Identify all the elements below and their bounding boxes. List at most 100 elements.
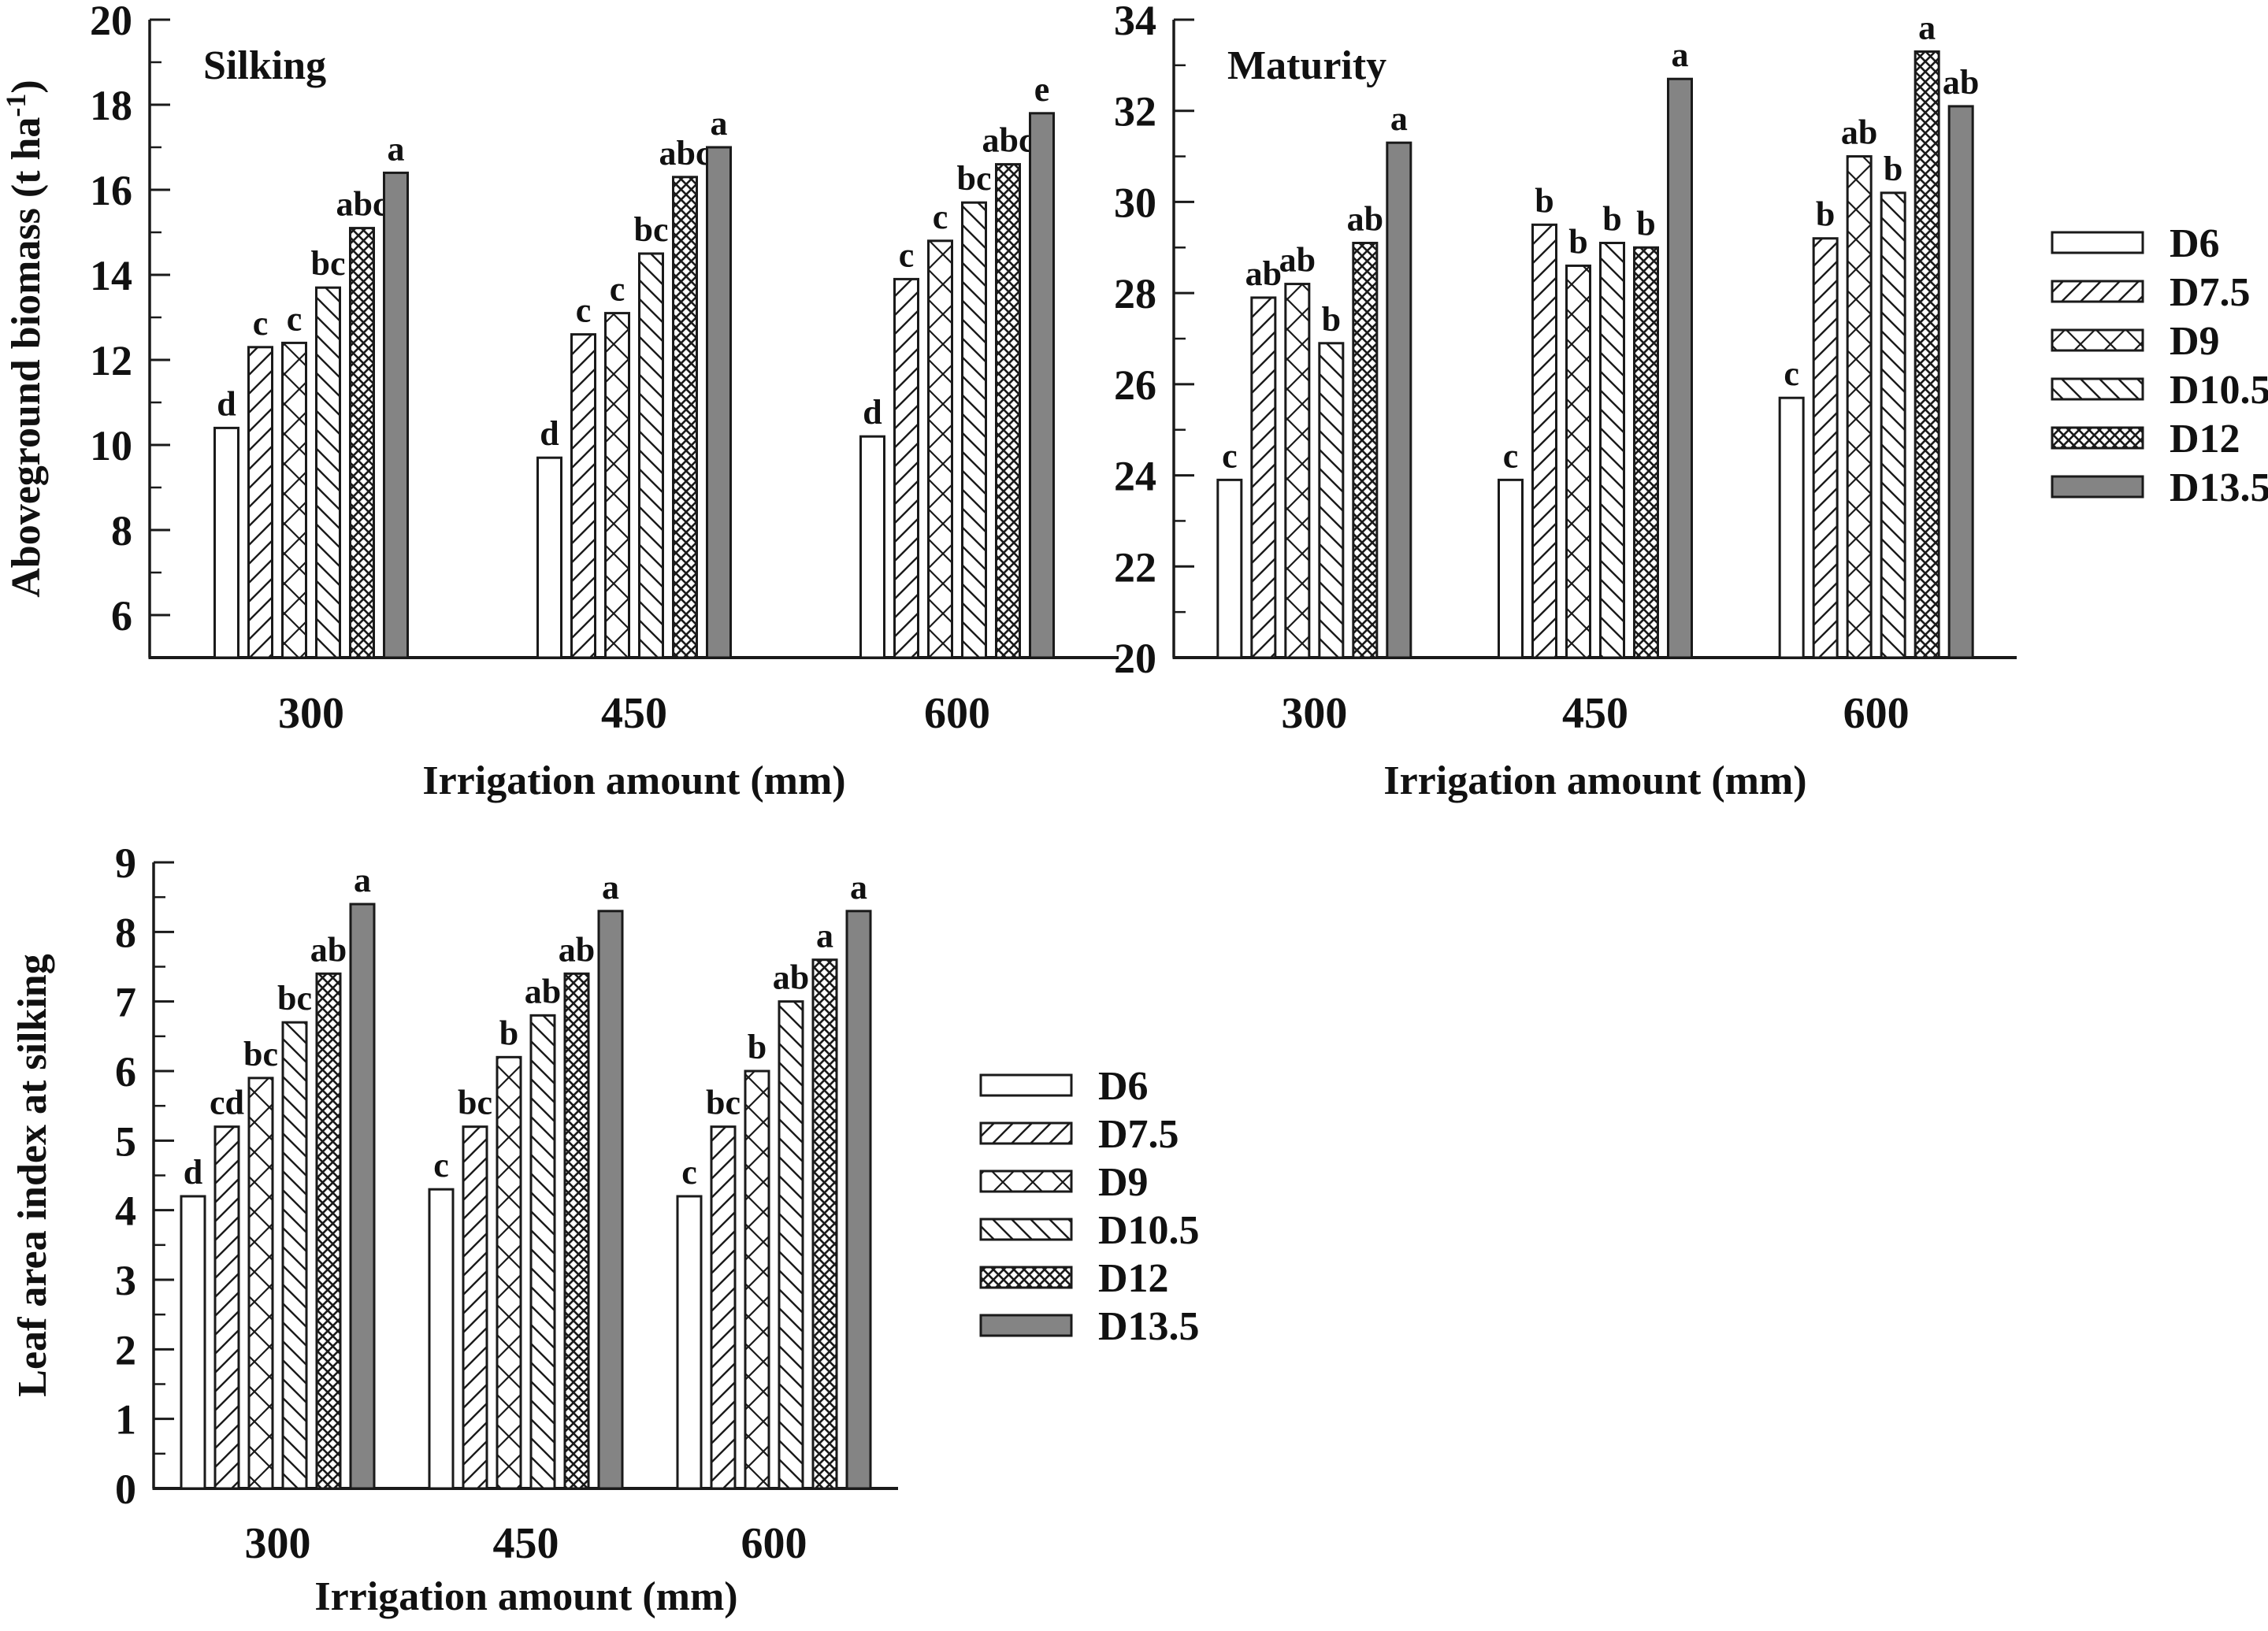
bar-d13.5 <box>383 171 409 659</box>
legend-label: D12 <box>2170 417 2240 461</box>
legend-label: D12 <box>1098 1256 1169 1301</box>
bar-d9 <box>604 312 630 659</box>
bar-d12 <box>563 972 590 1490</box>
significance-letter: c <box>681 1153 697 1192</box>
bar-d13.5 <box>597 910 624 1490</box>
y-tick-label: 6 <box>111 592 132 639</box>
x-tick-label: 450 <box>601 689 667 738</box>
significance-letter: ab <box>1841 113 1877 152</box>
bar-d10.5 <box>1318 342 1345 659</box>
y-tick-label: 26 <box>1114 361 1156 409</box>
legend-item-d6: D6 <box>2051 221 2220 266</box>
significance-letter: d <box>184 1153 202 1192</box>
y-tick-label: 10 <box>90 422 132 469</box>
bar-d9 <box>1846 155 1873 659</box>
legend-swatch-solid-gray <box>2051 475 2144 499</box>
significance-letter: bc <box>277 979 312 1018</box>
legend-label: D6 <box>1098 1064 1149 1109</box>
bar-d12 <box>995 163 1021 659</box>
bar-d6 <box>428 1188 455 1490</box>
legend-swatch-diag-up <box>979 1121 1073 1145</box>
significance-letter: a <box>816 917 833 955</box>
y-tick-label: 14 <box>90 252 132 299</box>
bar-d7.5 <box>1812 237 1839 659</box>
significance-letter: d <box>540 414 559 453</box>
y-tick-label: 5 <box>115 1118 136 1165</box>
significance-letter: d <box>217 384 236 423</box>
significance-letter: ab <box>310 930 347 969</box>
legend-item-d10-5: D10.5 <box>979 1208 1200 1253</box>
bar-d7.5 <box>710 1125 737 1490</box>
bar-d12 <box>349 227 375 659</box>
bar-d6 <box>1498 478 1524 659</box>
y-tick-label: 2 <box>115 1326 136 1373</box>
bar-d10.5 <box>1880 191 1906 659</box>
y-tick-label: 7 <box>115 979 136 1026</box>
bar-d6 <box>859 435 885 659</box>
y-tick-label: 30 <box>1114 179 1156 226</box>
significance-letter: c <box>253 304 269 343</box>
bar-d9 <box>744 1069 770 1490</box>
y-tick-label: 1 <box>115 1396 136 1444</box>
significance-letter: b <box>1535 181 1553 220</box>
bar-d13.5 <box>1667 77 1693 659</box>
y-tick-label: 28 <box>1114 270 1156 317</box>
legend-swatch-plain <box>979 1073 1073 1097</box>
bar-d12 <box>315 972 342 1490</box>
legend-label: D7.5 <box>2170 270 2251 315</box>
bar-d13.5 <box>1029 112 1055 659</box>
bar-d12 <box>1914 50 1940 659</box>
bar-d13.5 <box>706 146 732 659</box>
x-tick-label: 600 <box>924 689 990 738</box>
significance-letter: b <box>748 1028 767 1066</box>
legend-item-d9: D9 <box>2051 319 2220 364</box>
legend-item-d7-5: D7.5 <box>979 1112 1179 1157</box>
bar-d9 <box>927 239 953 659</box>
legend-item-d12: D12 <box>2051 417 2240 461</box>
significance-letter: bc <box>706 1084 741 1122</box>
legend-label: D10.5 <box>2170 368 2268 413</box>
significance-letter: a <box>711 104 728 143</box>
bar-d12 <box>1352 242 1379 659</box>
x-axis-title: Irrigation amount (mm) <box>1383 758 1806 803</box>
bar-d10.5 <box>281 1021 308 1490</box>
significance-letter: b <box>1884 150 1902 188</box>
legend-item-d13-5: D13.5 <box>979 1304 1200 1349</box>
significance-letter: bc <box>634 210 669 249</box>
panel-title: Maturity <box>1227 43 1386 88</box>
x-tick-label: 600 <box>1843 689 1910 738</box>
significance-letter: c <box>1784 354 1799 393</box>
significance-letter: c <box>933 198 948 236</box>
y-tick-label: 3 <box>115 1257 136 1304</box>
y-tick-label: 4 <box>115 1188 136 1235</box>
bar-d7.5 <box>213 1125 240 1490</box>
bar-d7.5 <box>570 333 596 659</box>
significance-letter: b <box>1816 195 1835 234</box>
significance-letter: a <box>1390 99 1408 138</box>
significance-letter: c <box>1222 436 1238 475</box>
significance-letter: e <box>1034 70 1050 109</box>
legend-swatch-diag-down <box>979 1218 1073 1241</box>
bar-d6 <box>180 1195 206 1490</box>
significance-letter: a <box>602 868 619 906</box>
significance-letter: abc <box>982 121 1034 160</box>
bar-d12 <box>672 176 698 659</box>
y-tick-label: 20 <box>90 0 132 44</box>
x-axis-title: Irrigation amount (mm) <box>422 758 845 803</box>
significance-letter: ab <box>1279 241 1316 280</box>
significance-letter: ab <box>525 972 561 1010</box>
significance-letter: bc <box>458 1084 492 1122</box>
significance-letter: c <box>899 235 915 274</box>
significance-letter: c <box>610 270 625 309</box>
legend-item-d6: D6 <box>979 1064 1149 1109</box>
significance-letter: bc <box>243 1035 278 1073</box>
significance-letter: b <box>1636 204 1655 243</box>
legend-label: D9 <box>1098 1160 1149 1205</box>
panel-title: Silking <box>203 43 326 88</box>
y-tick-label: 20 <box>1114 635 1156 682</box>
bar-d10.5 <box>638 252 664 659</box>
legend-label: D13.5 <box>2170 465 2268 510</box>
